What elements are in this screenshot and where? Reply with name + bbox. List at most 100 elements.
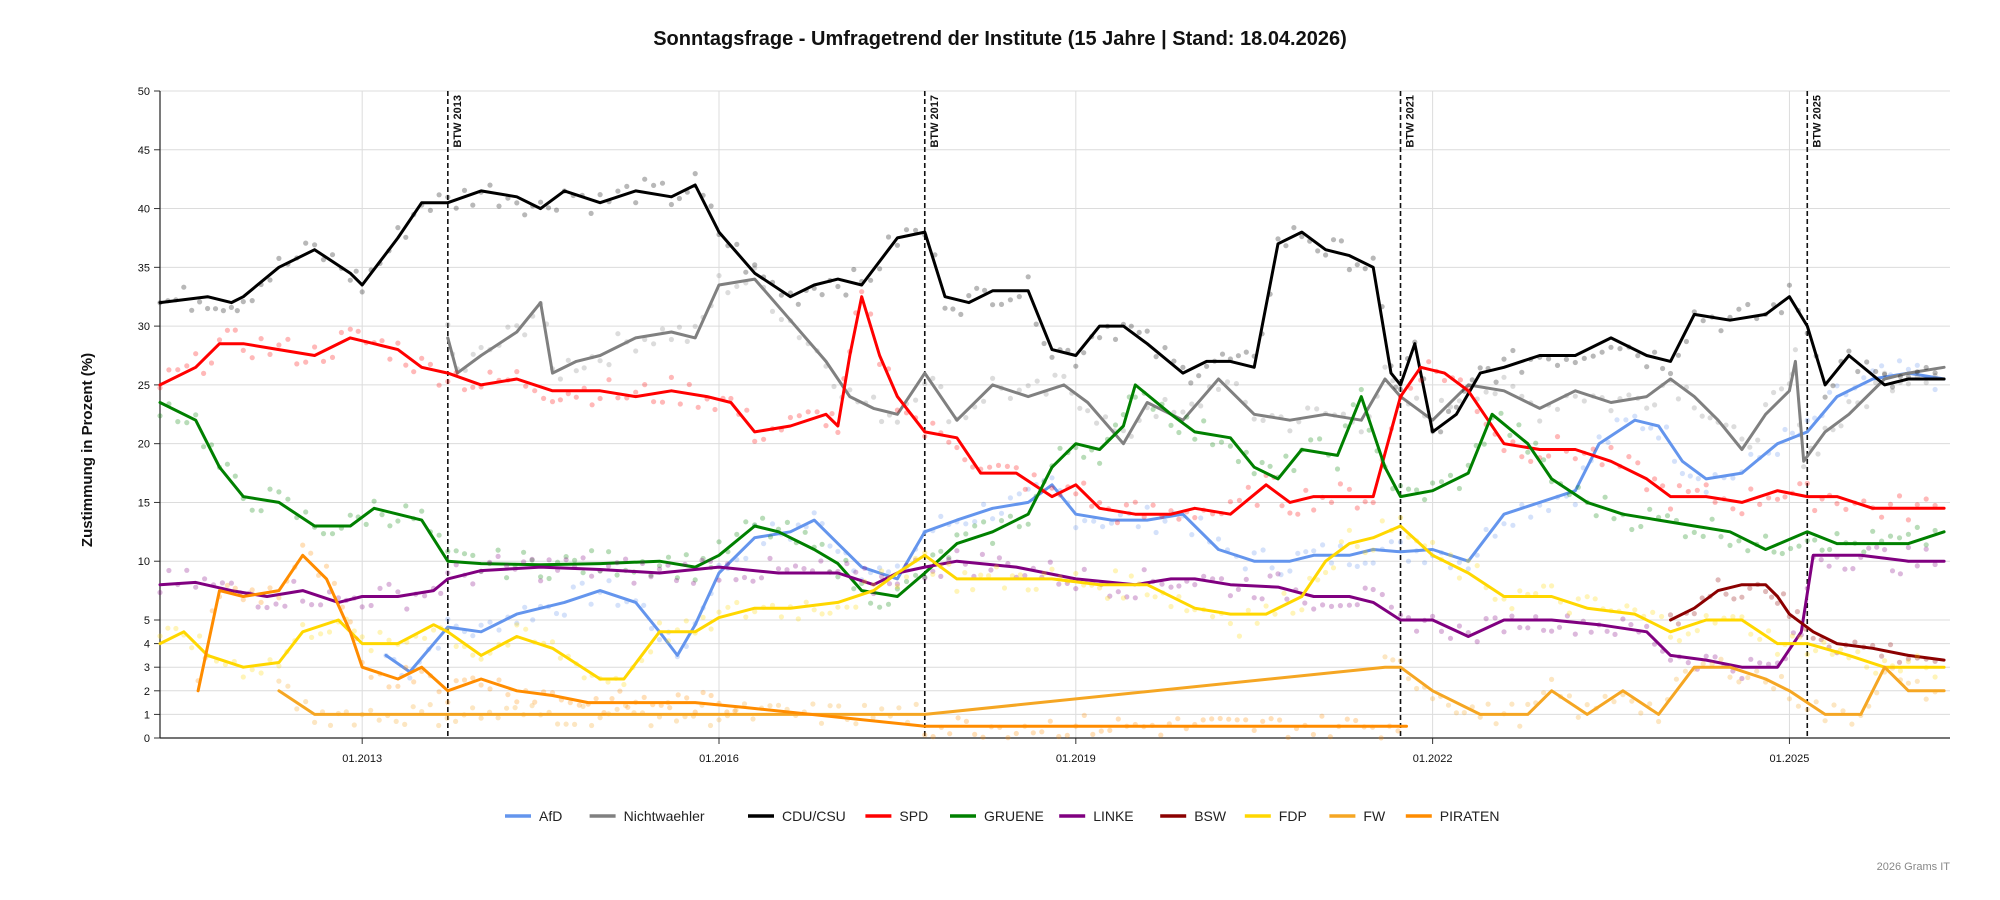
legend-item-piraten[interactable]: PIRATEN — [1405, 808, 1500, 824]
poll-dot — [1382, 364, 1388, 370]
poll-dot — [1251, 595, 1257, 601]
election-label: BTW 2021 — [1405, 95, 1417, 148]
poll-dot — [835, 574, 841, 580]
poll-dot — [1465, 558, 1471, 564]
poll-dot — [1445, 702, 1452, 708]
poll-dot — [1209, 716, 1215, 722]
poll-dot — [1763, 402, 1769, 408]
poll-dot — [1914, 653, 1920, 659]
poll-dot — [1189, 532, 1195, 538]
legend-item-cdu-csu[interactable]: CDU/CSU — [748, 808, 846, 824]
y-tick-label: 35 — [138, 262, 150, 274]
poll-dot — [1081, 454, 1087, 460]
poll-dot — [1317, 436, 1323, 442]
poll-dot — [1694, 628, 1700, 634]
poll-dot — [1572, 359, 1578, 366]
poll-dot — [1590, 353, 1596, 359]
legend-item-bsw[interactable]: BSW — [1160, 808, 1227, 824]
poll-dot — [393, 718, 399, 725]
poll-dot — [309, 602, 315, 608]
poll-dot — [1736, 306, 1742, 312]
legend-item-afd[interactable]: AfD — [505, 808, 562, 824]
poll-dot — [320, 531, 327, 537]
poll-dot — [1914, 563, 1920, 569]
poll-dot — [1430, 480, 1436, 486]
trend-line-spd — [158, 295, 1946, 516]
poll-dot — [1604, 628, 1610, 634]
poll-dot — [1525, 449, 1531, 455]
legend-item-fdp[interactable]: FDP — [1244, 808, 1307, 824]
poll-dot — [668, 374, 675, 380]
poll-dot — [990, 540, 996, 547]
poll-dot — [1730, 475, 1736, 481]
poll-dot — [329, 354, 336, 360]
y-tick-label: 5 — [144, 615, 150, 627]
poll-dot — [796, 335, 802, 341]
poll-dot — [667, 705, 673, 711]
poll-dot — [1763, 533, 1769, 539]
poll-dot — [1676, 483, 1682, 489]
poll-dot — [1483, 526, 1489, 533]
poll-dot — [1685, 631, 1691, 637]
poll-dot — [1269, 565, 1275, 571]
poll-dot — [1632, 607, 1638, 613]
poll-dot — [1281, 590, 1287, 596]
poll-dot — [1855, 368, 1861, 375]
poll-dot — [651, 399, 657, 405]
poll-dot — [436, 382, 442, 388]
poll-dot — [659, 180, 666, 186]
legend-item-spd[interactable]: SPD — [865, 808, 928, 824]
poll-dot — [157, 589, 163, 596]
poll-dot — [1242, 566, 1248, 572]
poll-dot — [1445, 408, 1452, 414]
poll-dot — [1049, 566, 1055, 572]
poll-dot — [1795, 703, 1801, 709]
poll-dot — [1602, 693, 1608, 700]
poll-dot — [990, 375, 996, 381]
poll-dot — [1887, 642, 1894, 648]
poll-dot — [1656, 435, 1662, 441]
poll-dot — [410, 704, 416, 710]
poll-dot — [614, 560, 620, 566]
poll-dot — [1879, 363, 1885, 369]
poll-dot — [1870, 528, 1876, 534]
poll-dot — [851, 568, 857, 574]
poll-dot — [445, 194, 451, 200]
poll-dot — [734, 283, 740, 289]
legend-item-gruene[interactable]: GRUENE — [950, 808, 1044, 824]
poll-dot — [1685, 660, 1691, 666]
legend-item-linke[interactable]: LINKE — [1059, 808, 1134, 824]
poll-dot — [1047, 559, 1053, 565]
poll-dot — [982, 287, 988, 293]
poll-dot — [649, 625, 655, 632]
poll-dot — [553, 207, 560, 213]
poll-dot — [1748, 656, 1754, 662]
poll-dot — [938, 513, 944, 520]
poll-dot — [219, 580, 225, 586]
poll-dot — [1358, 386, 1364, 393]
poll-dot — [1354, 563, 1360, 570]
poll-dot — [597, 715, 603, 721]
poll-dot — [1822, 718, 1828, 724]
poll-dot — [819, 292, 825, 298]
poll-dot — [1748, 631, 1754, 637]
poll-dot — [743, 555, 749, 562]
poll-dot — [1283, 243, 1289, 249]
poll-dot — [871, 582, 877, 588]
poll-dot — [775, 702, 782, 708]
poll-dot — [285, 336, 291, 342]
poll-dot — [1801, 464, 1807, 470]
poll-dot — [276, 678, 282, 684]
poll-dot — [1025, 521, 1031, 527]
poll-dot — [403, 503, 409, 509]
legend-item-nichtwaehler[interactable]: Nichtwaehler — [589, 808, 705, 824]
poll-dot — [676, 324, 683, 330]
poll-dot — [1590, 446, 1596, 452]
poll-dot — [1370, 586, 1376, 593]
poll-dot — [496, 627, 502, 633]
poll-dot — [1614, 417, 1620, 423]
legend-item-fw[interactable]: FW — [1329, 808, 1386, 824]
poll-dot — [1082, 518, 1088, 524]
poll-dot — [1611, 699, 1617, 705]
